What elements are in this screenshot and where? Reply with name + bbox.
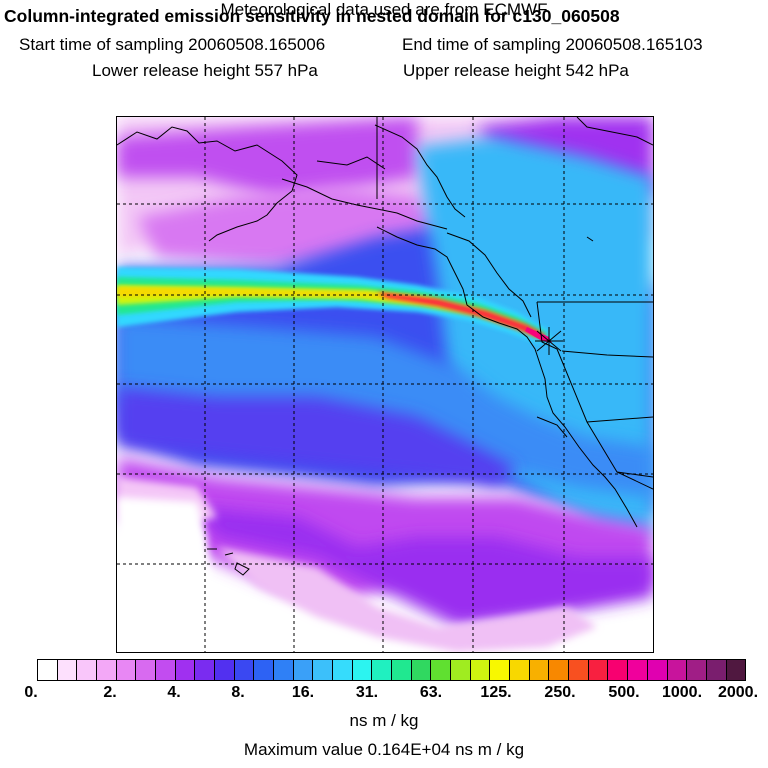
colorbar-tick-label: 250. (544, 684, 576, 701)
colorbar-tick-label: 0. (24, 684, 38, 701)
colorbar-segment (156, 660, 176, 680)
colorbar-segment (392, 660, 412, 680)
colorbar-segment (529, 660, 550, 680)
colorbar-units: ns m / kg (349, 711, 419, 730)
colorbar-segment (470, 660, 491, 680)
colorbar-segment (97, 660, 117, 680)
colorbar-segment (647, 660, 668, 680)
meteorological-data-label: Meteorological data used are from ECMWF (220, 0, 548, 19)
colorbar-segment (234, 660, 255, 680)
map-canvas (117, 117, 653, 652)
colorbar-segment (313, 660, 334, 680)
colorbar-segment (608, 660, 629, 680)
colorbar-segment (352, 660, 373, 680)
coastlines (117, 117, 653, 576)
colorbar-segment (274, 660, 294, 680)
colorbar-segment (195, 660, 216, 680)
start-time-label: Start time of sampling 20060508.165006 (19, 35, 326, 54)
colorbar (37, 659, 746, 681)
lower-release-height-label: Lower release height 557 hPa (92, 61, 318, 80)
colorbar-tick-label: 63. (419, 684, 443, 701)
colorbar-tick-label: 16. (291, 684, 315, 701)
colorbar-segment (549, 660, 570, 680)
plot-title: Column-integrated emission sensitivity i… (4, 6, 620, 26)
colorbar-segment (293, 660, 314, 680)
colorbar-segment (333, 660, 353, 680)
end-time-label: End time of sampling 20060508.165103 (402, 35, 703, 54)
colorbar-segment (451, 660, 471, 680)
maximum-value-label: Maximum value 0.164E+04 ns m / kg (243, 740, 525, 759)
colorbar-segment (431, 660, 452, 680)
colorbar-segment (588, 660, 609, 680)
colorbar-tick-label: 4. (167, 684, 181, 701)
colorbar-segment (726, 660, 746, 680)
colorbar-segment (116, 660, 137, 680)
colorbar-segment (510, 660, 530, 680)
colorbar-segment (57, 660, 78, 680)
colorbar-tick-label: 2. (103, 684, 117, 701)
colorbar-segment (175, 660, 196, 680)
colorbar-tick-label: 2000. (717, 684, 759, 701)
colorbar-segment (38, 660, 58, 680)
colorbar-segment (215, 660, 235, 680)
colorbar-segment (490, 660, 511, 680)
colorbar-tick-label: 1000. (661, 684, 703, 701)
colorbar-segment (254, 660, 275, 680)
colorbar-segment (136, 660, 157, 680)
release-point-marker (535, 327, 563, 355)
colorbar-tick-label: 125. (480, 684, 512, 701)
colorbar-tick-label: 8. (231, 684, 245, 701)
colorbar-tick-label: 31. (355, 684, 379, 701)
lat-lon-grid (117, 117, 653, 652)
colorbar-segment (569, 660, 589, 680)
sensitivity-map (116, 116, 654, 653)
colorbar-segment (372, 660, 393, 680)
colorbar-segment (667, 660, 688, 680)
colorbar-tick-label: 500. (608, 684, 640, 701)
sensitivity-field (117, 117, 653, 652)
colorbar-segment (687, 660, 707, 680)
colorbar-segment (628, 660, 648, 680)
colorbar-segment (706, 660, 727, 680)
upper-release-height-label: Upper release height 542 hPa (403, 61, 629, 80)
colorbar-segment (411, 660, 432, 680)
colorbar-segment (77, 660, 98, 680)
